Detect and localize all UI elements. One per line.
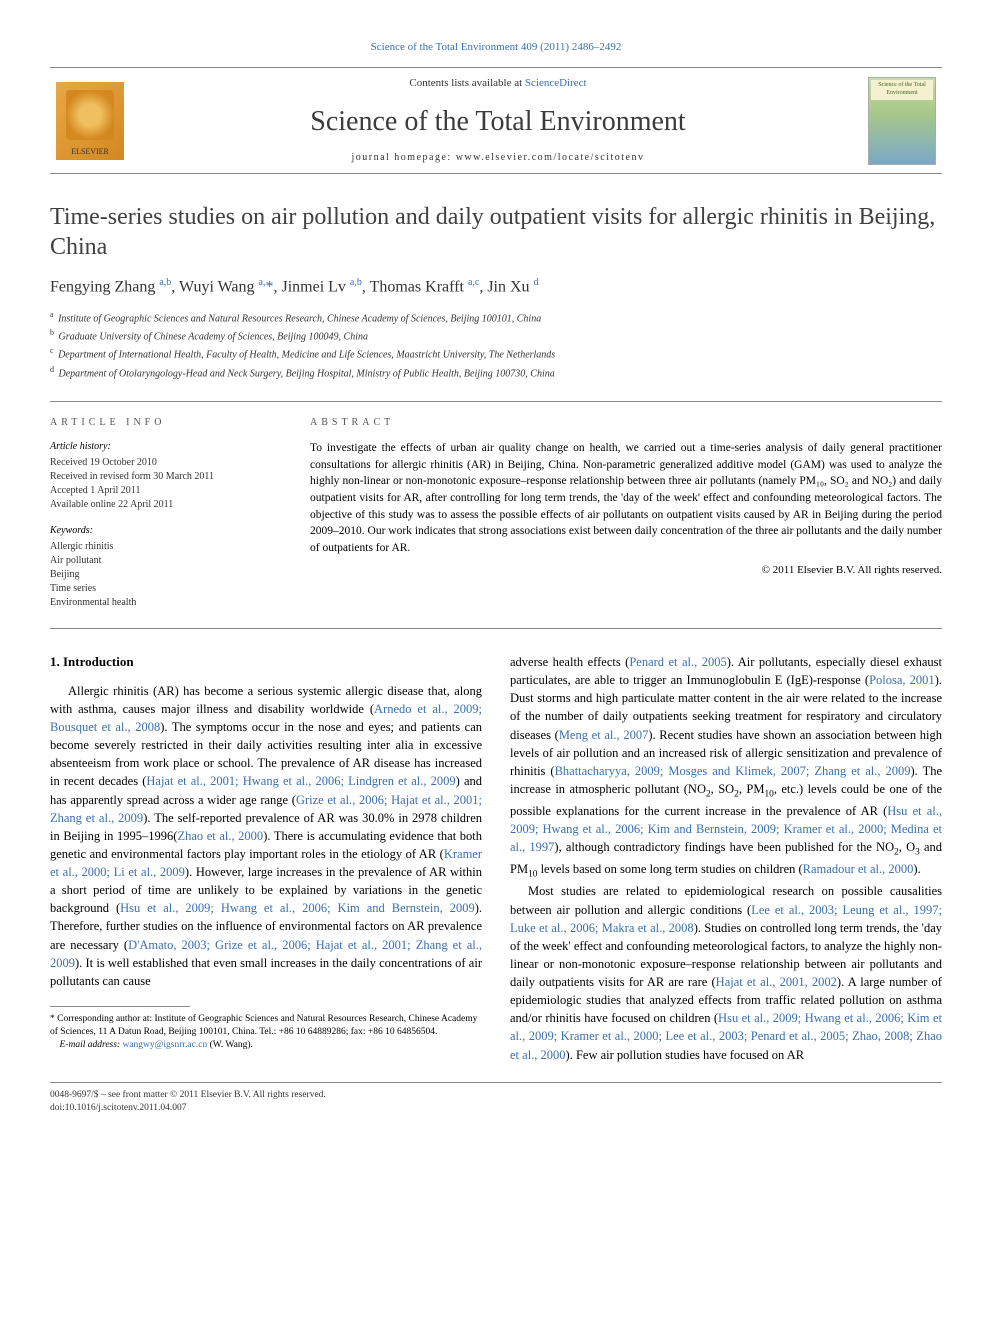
history-item: Received in revised form 30 March 2011 [50,470,280,484]
contents-list-line: Contents lists available at ScienceDirec… [142,76,854,91]
keyword: Beijing [50,568,280,582]
corresponding-author-footnote: * Corresponding author at: Institute of … [50,1013,482,1039]
body-paragraph: Allergic rhinitis (AR) has become a seri… [50,682,482,990]
abstract-text: To investigate the effects of urban air … [310,440,942,557]
affiliation: b Graduate University of Chinese Academy… [50,327,942,344]
keyword: Air pollutant [50,554,280,568]
elsevier-logo-text: ELSEVIER [71,146,109,159]
keyword: Time series [50,582,280,596]
history-item: Accepted 1 April 2011 [50,484,280,498]
homepage-prefix: journal homepage: [351,152,455,163]
elsevier-logo: ELSEVIER [56,82,124,160]
body-column-left: 1. Introduction Allergic rhinitis (AR) h… [50,653,482,1064]
page-container: Science of the Total Environment 409 (20… [0,0,992,1155]
journal-title: Science of the Total Environment [142,102,854,141]
cover-thumb-text: Science of the Total Environment [869,81,935,98]
article-info-panel: ARTICLE INFO Article history: Received 1… [50,416,280,610]
history-item: Received 19 October 2010 [50,456,280,470]
email-link[interactable]: wangwy@igsnrr.ac.cn [122,1040,207,1050]
footnote-rule [50,1006,190,1007]
article-info-label: ARTICLE INFO [50,416,280,430]
sciencedirect-link[interactable]: ScienceDirect [525,77,587,89]
contents-prefix: Contents lists available at [409,77,524,89]
journal-cover-thumbnail: Science of the Total Environment [868,77,936,165]
journal-reference: Science of the Total Environment 409 (20… [50,40,942,55]
article-info-row: ARTICLE INFO Article history: Received 1… [50,401,942,629]
body-column-right: adverse health effects (Penard et al., 2… [510,653,942,1064]
homepage-url: www.elsevier.com/locate/scitotenv [456,152,645,163]
footer-bar: 0048-9697/$ – see front matter © 2011 El… [50,1082,942,1116]
affiliation: c Department of International Health, Fa… [50,345,942,362]
affiliation: d Department of Otolaryngology-Head and … [50,364,942,381]
body-two-column: 1. Introduction Allergic rhinitis (AR) h… [50,653,942,1064]
front-matter-line: 0048-9697/$ – see front matter © 2011 El… [50,1089,942,1102]
article-title: Time-series studies on air pollution and… [50,202,942,262]
email-footnote: E-mail address: wangwy@igsnrr.ac.cn (W. … [50,1039,482,1052]
journal-homepage-line: journal homepage: www.elsevier.com/locat… [142,151,854,165]
journal-header-bar: ELSEVIER Contents lists available at Sci… [50,67,942,174]
keyword: Environmental health [50,596,280,610]
body-paragraph: adverse health effects (Penard et al., 2… [510,653,942,882]
history-label: Article history: [50,440,280,454]
email-label: E-mail address: [60,1040,121,1050]
keywords-label: Keywords: [50,524,280,538]
doi-line: doi:10.1016/j.scitotenv.2011.04.007 [50,1102,942,1115]
email-owner: (W. Wang). [210,1040,253,1050]
header-center: Contents lists available at ScienceDirec… [142,76,854,165]
history-item: Available online 22 April 2011 [50,498,280,512]
author-list: Fengying Zhang a,b, Wuyi Wang a,*, Jinme… [50,276,942,299]
abstract-panel: ABSTRACT To investigate the effects of u… [310,416,942,610]
section-heading-introduction: 1. Introduction [50,653,482,672]
body-paragraph: Most studies are related to epidemiologi… [510,882,942,1063]
keyword: Allergic rhinitis [50,540,280,554]
abstract-label: ABSTRACT [310,416,942,430]
affiliation-list: a Institute of Geographic Sciences and N… [50,309,942,381]
abstract-copyright: © 2011 Elsevier B.V. All rights reserved… [310,563,942,578]
affiliation: a Institute of Geographic Sciences and N… [50,309,942,326]
